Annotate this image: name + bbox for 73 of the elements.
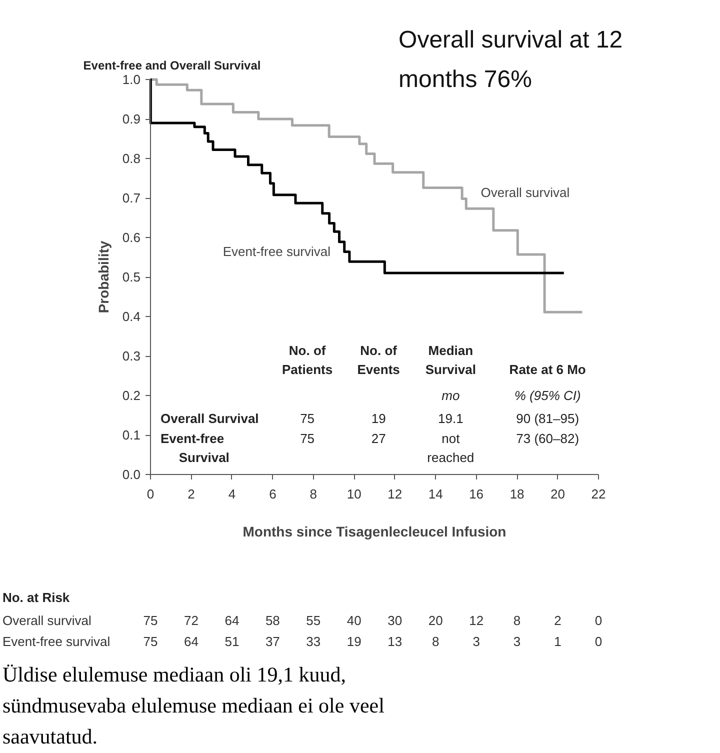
text: 0	[594, 613, 602, 628]
text: 55	[306, 613, 321, 628]
text: 37	[265, 634, 280, 649]
x-tick-label: 16	[469, 486, 484, 502]
annotation: No. of Patients	[282, 343, 333, 377]
y-tick-label: 0.6	[122, 230, 141, 245]
text: 19	[346, 634, 362, 649]
x-tick-label: 4	[228, 486, 236, 502]
text: 1	[554, 634, 562, 649]
annotation: 75	[300, 431, 315, 446]
x-tick-label: 22	[591, 486, 606, 502]
text: 33	[306, 634, 321, 649]
x-tick-label: 2	[188, 486, 195, 502]
series-label: Overall survival	[480, 184, 570, 200]
text: Üldise elulemuse mediaan oli 19,1 kuud, sündmusevaba elulemuse mediaan ei ole veel saavutatud.	[2, 662, 385, 748]
text: 3	[513, 634, 521, 649]
y-tick-label: 0.5	[122, 270, 141, 284]
annotation: Median Survival	[425, 343, 476, 377]
text: 13	[388, 634, 402, 649]
text: 75	[143, 613, 158, 628]
y-tick-label: 0.0	[122, 467, 141, 482]
annotation: Overall Survival	[160, 411, 259, 426]
text: 75	[143, 634, 158, 649]
annotation: Event-free Survival	[160, 431, 230, 465]
text: 8	[432, 634, 440, 649]
text: 40	[346, 613, 362, 628]
x-tick-label: 14	[428, 486, 443, 502]
y-axis-title: Probability	[95, 240, 112, 314]
text: 30	[388, 613, 402, 628]
x-axis-title: Months since Tisagenlecleucel Infusion	[242, 524, 506, 540]
x-tick-label: 8	[310, 486, 318, 502]
text: 64	[224, 613, 240, 628]
y-tick-label: 1.0	[122, 72, 141, 87]
annotation: 27	[371, 431, 386, 446]
annotation: 19	[371, 411, 386, 426]
text: 8	[513, 613, 521, 628]
x-tick-label: 6	[269, 486, 276, 502]
y-tick-label: 0.2	[122, 388, 141, 403]
y-tick-label: 0.9	[122, 112, 141, 126]
text: 3	[472, 634, 480, 649]
y-tick-label: 0.8	[122, 151, 141, 166]
x-tick-label: 18	[510, 486, 524, 502]
y-tick-label: 0.7	[122, 190, 141, 206]
text: Overall survival	[2, 613, 92, 628]
text: No. at Risk	[2, 590, 70, 605]
x-tick-label: 0	[146, 486, 154, 502]
chart-title: Event-free and Overall Survival	[83, 58, 261, 73]
y-tick-label: 0.4	[122, 309, 141, 324]
annotation: No. of Events	[357, 343, 400, 377]
series-label: Event-free survival	[222, 244, 331, 259]
text: 0	[594, 634, 602, 649]
annotation: 19.1	[438, 411, 464, 426]
annotation: 75	[300, 411, 315, 426]
text: 51	[224, 634, 240, 649]
annotation: Overall survival at 12 months 76%	[398, 26, 623, 93]
y-tick-label: 0.1	[122, 428, 141, 442]
annotation: % (95% CI)	[514, 388, 581, 403]
text: Event-free survival	[2, 634, 110, 649]
text: 72	[184, 613, 198, 628]
annotation: 90 (81–95)	[516, 411, 580, 426]
annotation: 73 (60–82)	[516, 431, 580, 446]
annotation: Rate at 6 Mo	[509, 362, 586, 377]
x-tick-label: 20	[550, 486, 566, 502]
text: 58	[265, 613, 280, 628]
annotation: not reached	[427, 431, 474, 465]
text: 20	[428, 613, 443, 628]
x-tick-label: 10	[346, 486, 362, 502]
annotation: mo	[442, 388, 460, 403]
text: 2	[554, 613, 562, 628]
x-tick-label: 12	[388, 486, 402, 502]
text: 64	[184, 634, 198, 649]
text: 12	[469, 613, 484, 628]
y-tick-label: 0.3	[122, 348, 141, 364]
